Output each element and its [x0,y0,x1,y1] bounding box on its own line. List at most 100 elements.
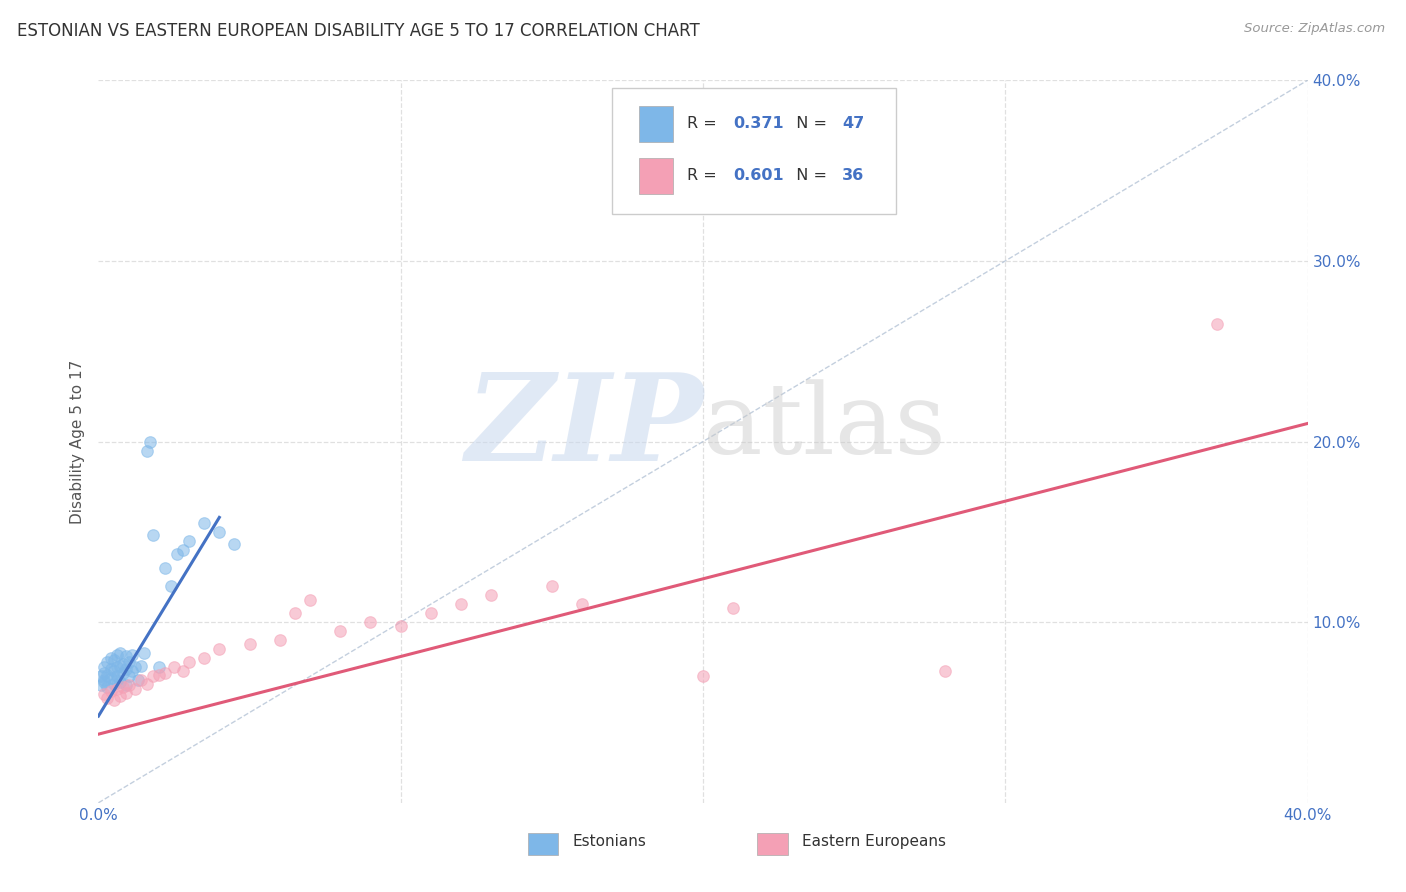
Point [360,615,382,630]
FancyBboxPatch shape [527,833,558,855]
Text: ESTONIAN VS EASTERN EUROPEAN DISABILITY AGE 5 TO 17 CORRELATION CHART: ESTONIAN VS EASTERN EUROPEAN DISABILITY … [17,22,700,40]
Point [723,600,745,615]
Text: N =: N = [786,116,832,131]
Point [100,662,122,676]
Point [160,579,183,593]
Point [121,648,143,662]
Point [90,678,112,692]
Point [934,664,956,678]
Point [329,624,352,639]
Point [124,660,146,674]
Point [111,665,134,680]
Point [121,664,143,678]
Point [284,606,307,620]
Point [139,434,162,449]
Point [105,681,128,696]
Point [135,443,157,458]
Point [118,669,141,683]
Point [105,673,128,687]
Point [108,646,131,660]
Point [481,588,503,602]
Point [179,655,201,669]
Point [103,693,125,707]
Point [239,637,262,651]
Point [193,651,215,665]
Point [103,664,125,678]
Text: 0.601: 0.601 [734,169,785,183]
FancyBboxPatch shape [613,87,897,214]
Point [450,597,472,611]
Point [93,687,115,701]
Point [148,660,170,674]
Point [193,516,215,530]
FancyBboxPatch shape [638,105,673,142]
Point [114,662,136,676]
Point [420,606,443,620]
Point [540,579,562,593]
Point [103,676,125,690]
Point [96,691,118,706]
Point [389,619,412,633]
Point [114,649,136,664]
Point [100,651,122,665]
Point [224,537,246,551]
Text: R =: R = [688,116,723,131]
Point [142,669,165,683]
Point [118,678,141,692]
Point [108,690,131,704]
Point [96,655,118,669]
Text: ZIP: ZIP [465,368,703,486]
Point [93,665,115,680]
Point [132,646,155,660]
Text: atlas: atlas [703,379,946,475]
Point [153,665,176,680]
Point [148,667,170,681]
Point [127,673,149,687]
Point [129,658,152,673]
Point [208,642,231,657]
Point [135,676,157,690]
Point [692,669,714,683]
Point [163,660,186,674]
Point [124,681,146,696]
Point [1206,317,1229,331]
Point [114,685,136,699]
Point [93,673,115,687]
Text: N =: N = [786,169,832,183]
Point [108,658,131,673]
Text: Source: ZipAtlas.com: Source: ZipAtlas.com [1244,22,1385,36]
Point [208,524,231,539]
Point [114,678,136,692]
Point [105,648,128,662]
Point [105,660,128,674]
Point [179,533,201,548]
Point [90,669,112,683]
FancyBboxPatch shape [758,833,787,855]
Point [111,680,134,694]
Text: R =: R = [688,169,723,183]
Point [105,669,128,683]
Point [299,593,322,607]
Point [172,664,194,678]
FancyBboxPatch shape [638,158,673,194]
Point [100,671,122,685]
Point [142,528,165,542]
Point [93,660,115,674]
Point [166,547,188,561]
Point [118,655,141,669]
Y-axis label: Disability Age 5 to 17: Disability Age 5 to 17 [70,359,86,524]
Point [103,653,125,667]
Point [571,597,593,611]
Point [269,633,291,648]
Point [93,674,115,689]
Point [100,683,122,698]
Text: Eastern Europeans: Eastern Europeans [803,834,946,848]
Point [111,657,134,671]
Point [96,667,118,681]
Point [153,561,176,575]
Text: 47: 47 [842,116,865,131]
Point [108,674,131,689]
Point [129,673,152,687]
Point [96,680,118,694]
Text: 36: 36 [842,169,865,183]
